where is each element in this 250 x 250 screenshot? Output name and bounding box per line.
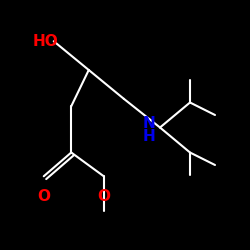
Text: N: N — [142, 116, 155, 131]
Text: O: O — [37, 189, 50, 204]
Text: HO: HO — [32, 34, 58, 49]
Text: H: H — [142, 129, 155, 144]
Text: O: O — [97, 189, 110, 204]
